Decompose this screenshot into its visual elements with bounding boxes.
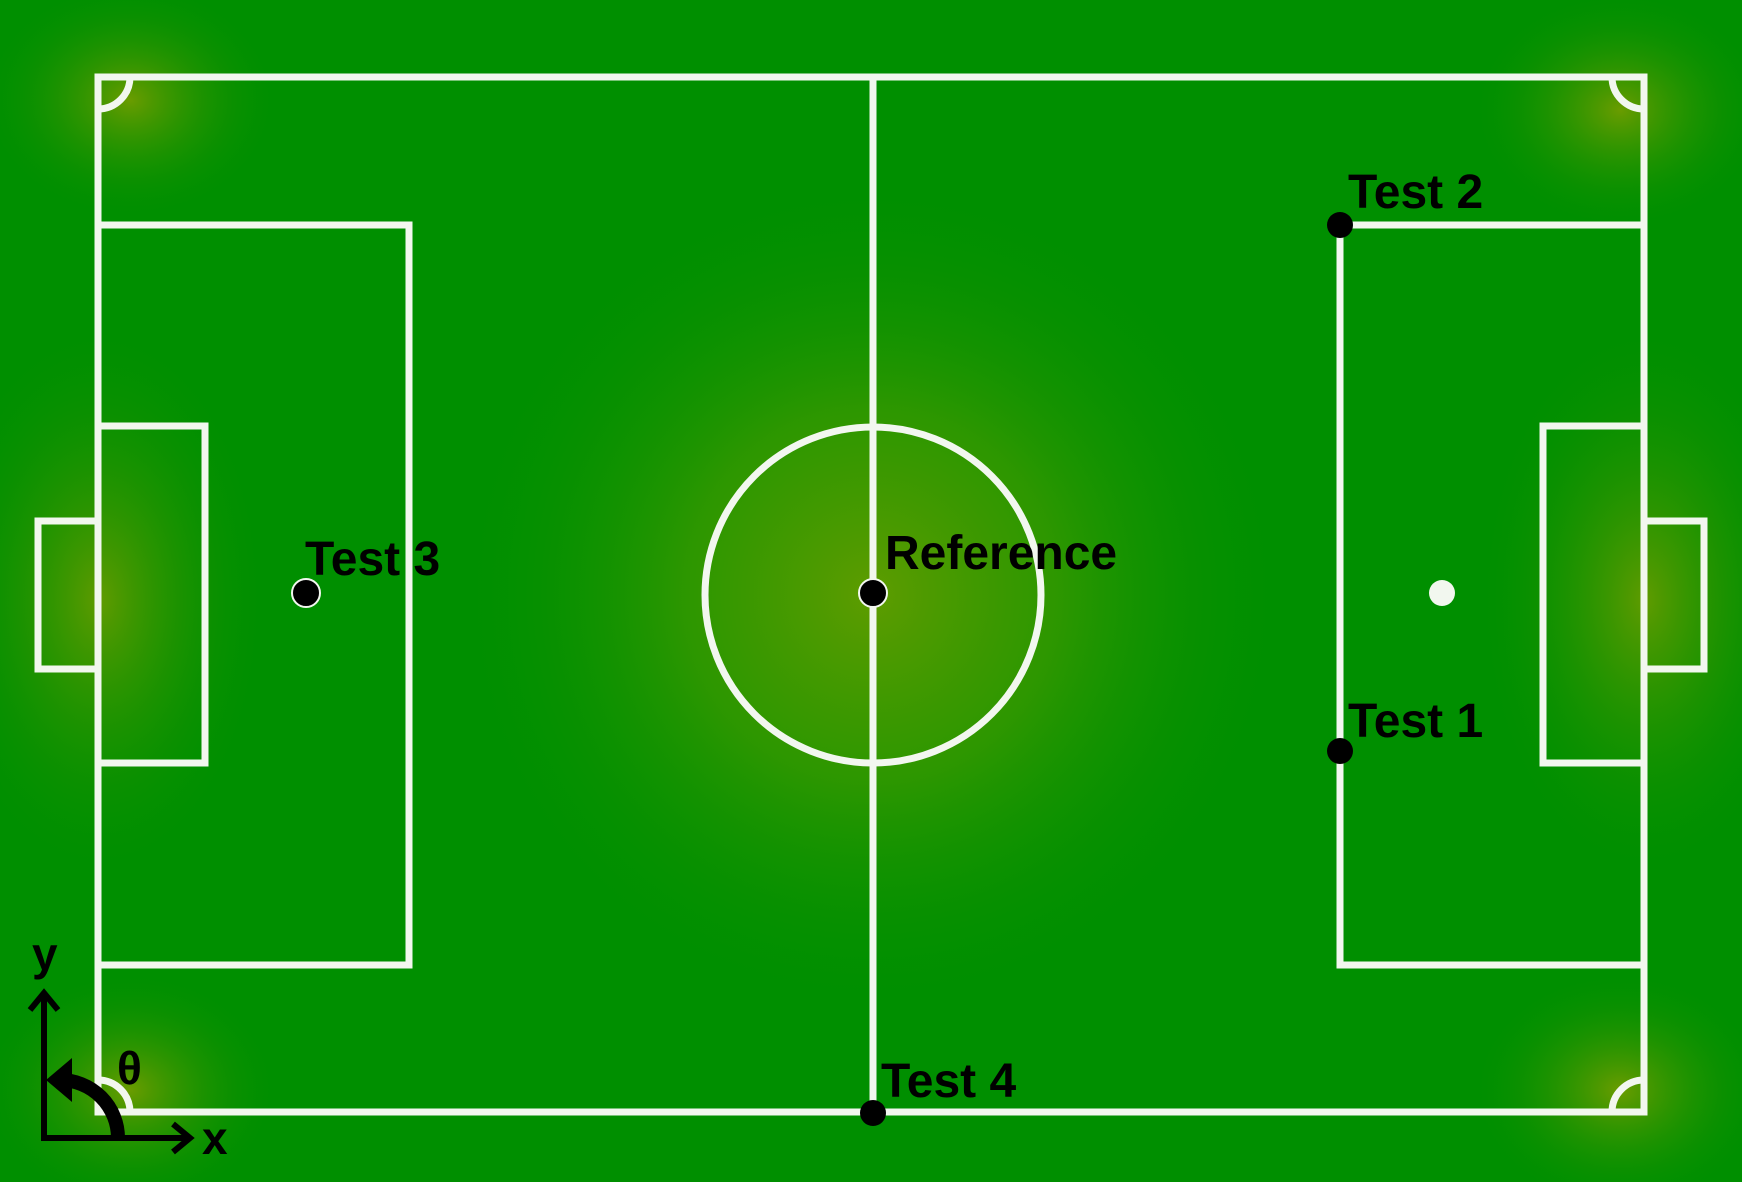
- test3-marker: [291, 578, 321, 608]
- test1-label: Test 1: [1348, 695, 1483, 748]
- corner-glow-tr: [1470, 0, 1742, 230]
- test-markers: [291, 212, 1353, 1126]
- goal-left: [34, 517, 102, 673]
- center-circle: [701, 423, 1045, 767]
- y-axis-arrowhead: [27, 988, 61, 1012]
- test2-label: Test 2: [1348, 166, 1483, 219]
- test1-marker: [1327, 738, 1353, 764]
- corner-arc-bl: [97, 1076, 134, 1113]
- corner-glow-br: [1470, 970, 1742, 1182]
- corner-arc-tr: [1608, 76, 1645, 113]
- corner-glow-bl: [0, 970, 280, 1182]
- reference-label: Reference: [885, 527, 1117, 580]
- theta-arrowhead-icon: [46, 1058, 72, 1102]
- test3-label: Test 3: [305, 533, 440, 586]
- reference-marker: [858, 578, 888, 608]
- x-axis-arrowhead: [171, 1121, 195, 1155]
- corner-glow-tl: [0, 0, 280, 220]
- test4-marker: [860, 1100, 886, 1126]
- theta-label: θ: [117, 1042, 142, 1094]
- corner-arc-br: [1608, 1076, 1645, 1113]
- y-axis-label: y: [32, 928, 58, 980]
- goal-right: [1640, 517, 1708, 673]
- test2-marker: [1327, 212, 1353, 238]
- penalty-spot-right: [1429, 580, 1455, 606]
- test4-label: Test 4: [881, 1055, 1016, 1108]
- corner-arc-tl: [97, 76, 134, 113]
- x-axis-label: x: [202, 1112, 228, 1164]
